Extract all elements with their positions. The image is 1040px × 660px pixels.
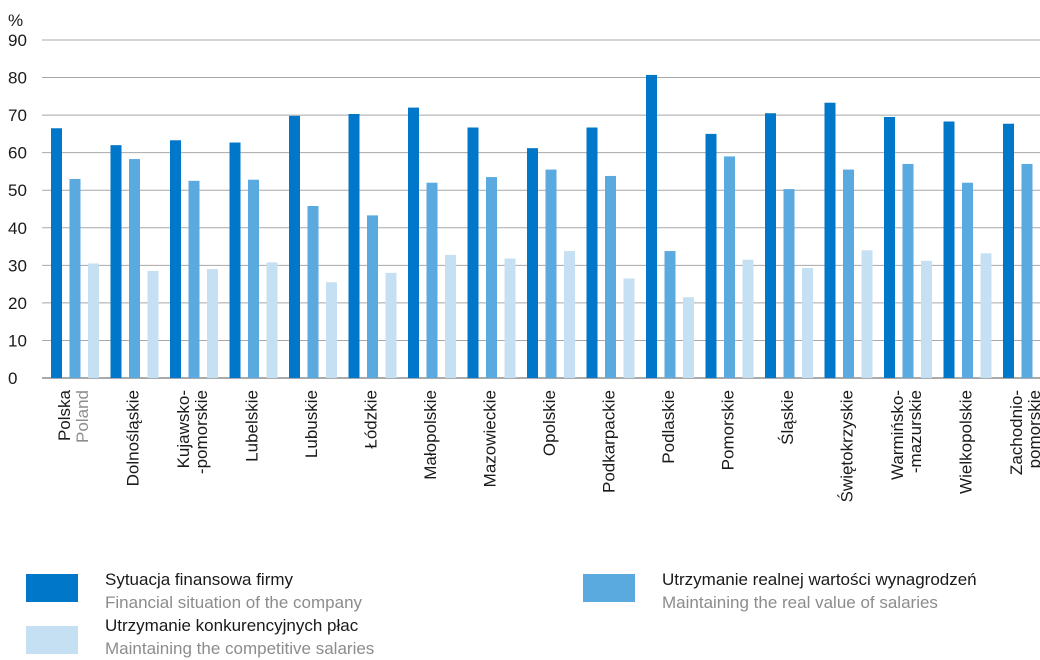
x-tick-label: Dolnośląskie [124, 390, 143, 486]
bar [564, 251, 575, 378]
x-tick-label: Świętokrzyskie [838, 390, 857, 502]
bar [527, 148, 538, 378]
legend-swatch-competitive [26, 626, 78, 654]
bar [88, 263, 99, 378]
bar [367, 215, 378, 378]
x-axis-labels: Polska Poland Dolnośląskie Kujawsko- -pomors… [55, 389, 1040, 502]
bar [207, 269, 218, 378]
bar [229, 142, 241, 378]
bar [742, 259, 754, 378]
y-tick-label: 60 [8, 144, 27, 163]
x-tick-label: Zachodnio- [1007, 390, 1026, 475]
x-tick-label: Polska [55, 389, 74, 441]
bar [426, 182, 438, 378]
bar [170, 140, 181, 378]
legend-swatch-financial [26, 574, 78, 602]
y-tick-label: 30 [8, 256, 27, 275]
bar [545, 169, 557, 378]
x-tick-label: Łódzkie [362, 390, 381, 449]
bar [824, 102, 836, 379]
bar [705, 133, 717, 378]
y-tick-label: 20 [8, 294, 27, 313]
x-tick-label: Podkarpackie [600, 390, 619, 493]
bar [147, 270, 159, 378]
bar [586, 127, 598, 378]
bar [188, 180, 200, 378]
x-tick-label: Kujawsko- [174, 390, 193, 468]
x-tick-label: Opolskie [540, 390, 559, 456]
bar [1003, 123, 1014, 378]
bar [69, 178, 81, 378]
x-tick-label: Śląskie [778, 390, 797, 445]
legend-label-en: Maintaining the competitive salaries [105, 639, 375, 658]
bar [307, 205, 319, 378]
x-tick-label: pomorskie [1025, 390, 1040, 468]
bar [724, 156, 735, 378]
y-tick-label: 10 [8, 331, 27, 350]
y-tick-label: 70 [8, 106, 27, 125]
bar [902, 163, 914, 378]
x-tick-label: Lubuskie [302, 390, 321, 458]
bar [486, 177, 497, 378]
bar [843, 169, 854, 378]
bar [385, 272, 397, 378]
bar [408, 107, 419, 378]
bar [884, 116, 895, 378]
legend-label-pl: Utrzymanie realnej wartości wynagrodzeń [662, 570, 977, 589]
x-tick-label: Lubelskie [243, 390, 262, 462]
bar [783, 189, 795, 378]
bar [348, 113, 360, 379]
bar [326, 282, 337, 378]
bar [289, 115, 300, 379]
x-tick-label: Pomorskie [719, 390, 738, 470]
bar [664, 251, 676, 378]
x-tick-label: -mazurskie [906, 390, 925, 473]
bar [765, 113, 776, 378]
legend-label-pl: Utrzymanie konkurencyjnych płac [105, 616, 359, 635]
x-tick-label: Podlaskie [659, 390, 678, 464]
legend-label-en: Maintaining the real value of salaries [662, 593, 938, 612]
x-tick-label: Mazowieckie [481, 390, 500, 487]
x-tick-label: Małopolskie [421, 390, 440, 480]
bar [467, 127, 479, 378]
bar [445, 254, 456, 378]
y-axis-unit-label: % [8, 11, 23, 30]
bar [980, 253, 992, 378]
legend-label-en: Financial situation of the company [105, 593, 363, 612]
bar [802, 267, 813, 378]
y-tick-label: 40 [8, 219, 27, 238]
y-tick-label: 0 [8, 369, 17, 388]
x-tick-label: Poland [73, 390, 92, 443]
legend-swatch-real-value [583, 574, 635, 602]
x-tick-label: Wielkopolskie [957, 390, 976, 494]
y-axis-ticks: 0 10 20 30 40 50 60 70 80 90 [8, 31, 27, 388]
y-tick-label: 80 [8, 69, 27, 88]
bar [943, 121, 955, 379]
bars [51, 74, 1033, 379]
y-tick-label: 50 [8, 181, 27, 200]
bar [683, 297, 694, 378]
bar [129, 159, 140, 378]
bar [921, 260, 932, 378]
bar [248, 179, 259, 378]
legend-label-pl: Sytuacja finansowa firmy [105, 570, 294, 589]
bar [51, 128, 62, 378]
bar-chart: 0 10 20 30 40 50 60 70 80 90 % Polska Poland Dolnoś… [8, 11, 1040, 502]
x-tick-label: Warmińsko- [888, 390, 907, 480]
bar [623, 278, 635, 378]
bar [504, 258, 516, 378]
bar [266, 262, 278, 378]
y-tick-label: 90 [8, 31, 27, 50]
bar [110, 145, 122, 378]
bar [605, 175, 616, 378]
bar [1021, 163, 1033, 378]
bar [646, 74, 657, 378]
x-tick-label: -pomorskie [192, 390, 211, 474]
bar [962, 182, 973, 378]
bar [861, 250, 873, 378]
